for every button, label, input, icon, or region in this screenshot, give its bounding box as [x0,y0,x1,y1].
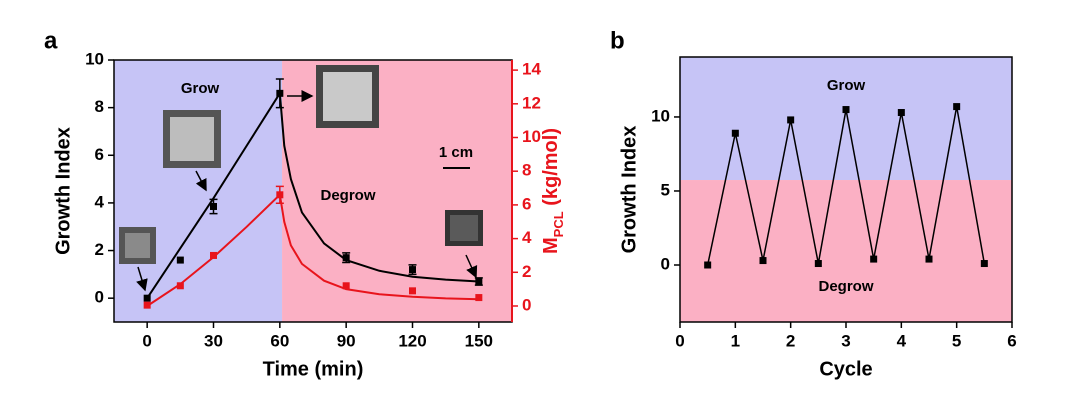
data-point [143,301,151,309]
x-tick-label: 4 [897,331,907,350]
x-tick-label: 30 [204,331,223,350]
x-tick-label: 1 [731,331,740,350]
arrow [195,170,207,192]
region-label: Degrow [818,278,873,295]
data-point [143,294,151,302]
region-label: Grow [827,77,866,94]
x-tick-label: 150 [465,331,493,350]
data-point [210,202,217,210]
x-tick-label: 3 [841,331,850,350]
y2-tick-label: 10 [522,127,541,146]
y-axis-label: Growth Index [618,126,640,254]
fit-line [146,90,479,299]
region-label: Grow [181,80,220,97]
region [680,57,1012,181]
data-point [276,89,284,97]
data-point [475,294,483,302]
data-point [980,260,988,268]
x-tick-label: 90 [337,331,356,350]
inset-photo [323,72,372,121]
data-point [409,287,416,295]
region [114,60,283,322]
y-tick-label: 10 [85,49,104,68]
arrow [465,254,478,279]
y2-tick-label: 14 [522,60,541,79]
data-point [210,251,217,259]
inset-photo [125,233,150,258]
y2-tick-label: 12 [522,93,541,112]
data-point [704,261,712,269]
y2-label-part: M [540,237,562,254]
x-tick-label: 0 [142,331,151,350]
y-tick-label: 8 [95,97,104,116]
data-point [842,106,850,114]
y2-tick-label: 2 [522,262,531,281]
scale-bar-label: 1 cm [439,144,473,161]
data-point [953,103,961,111]
y-tick-label: 0 [95,288,104,307]
x-tick-label: 2 [786,331,795,350]
y2-tick-label: 0 [522,295,531,314]
fit-line [146,192,479,307]
data-point [787,116,795,124]
region [680,180,1012,322]
data-point [814,260,822,268]
y-tick-label: 6 [95,145,104,164]
data-point [176,282,184,290]
x-tick-label: 0 [675,331,684,350]
region-label: Degrow [320,187,375,204]
data-point [342,254,350,262]
y2-label-part: PCL [551,211,566,237]
y2-tick-label: 8 [522,161,531,180]
y2-axis-label: MPCL (kg/mol) [540,128,566,254]
y2-tick-label: 4 [522,228,532,247]
inset-photo [450,215,478,241]
data-point [870,255,878,263]
x-tick-label: 5 [952,331,961,350]
y-tick-label: 4 [95,192,105,211]
data-point [276,191,284,199]
y-tick-label: 2 [95,240,104,259]
data-point [759,257,767,265]
x-tick-label: 6 [1007,331,1016,350]
data-point [409,266,416,274]
backgrounds [114,57,1012,322]
panel-label: a [44,27,58,54]
y-tick-label: 5 [661,180,670,199]
x-tick-label: 60 [270,331,289,350]
arrow [136,266,148,292]
y2-tick-label: 6 [522,194,531,213]
x-axis-label: Cycle [819,358,872,380]
data-point [176,256,184,264]
y-tick-label: 0 [661,254,670,273]
x-tick-label: 120 [398,331,426,350]
x-axis-label: Time (min) [263,358,364,380]
data-point [897,109,905,117]
data-point [925,255,933,263]
y-axis-label: Growth Index [52,127,74,255]
panel-label: b [610,27,625,54]
data-point [731,129,739,137]
data-point [342,282,350,290]
inset-photo [170,117,214,161]
data-point [475,278,483,286]
y-tick-label: 10 [651,106,670,125]
insets: 1 cm Grow Degrow Grow Degrow [119,65,874,295]
y2-label-part: (kg/mol) [540,128,562,211]
